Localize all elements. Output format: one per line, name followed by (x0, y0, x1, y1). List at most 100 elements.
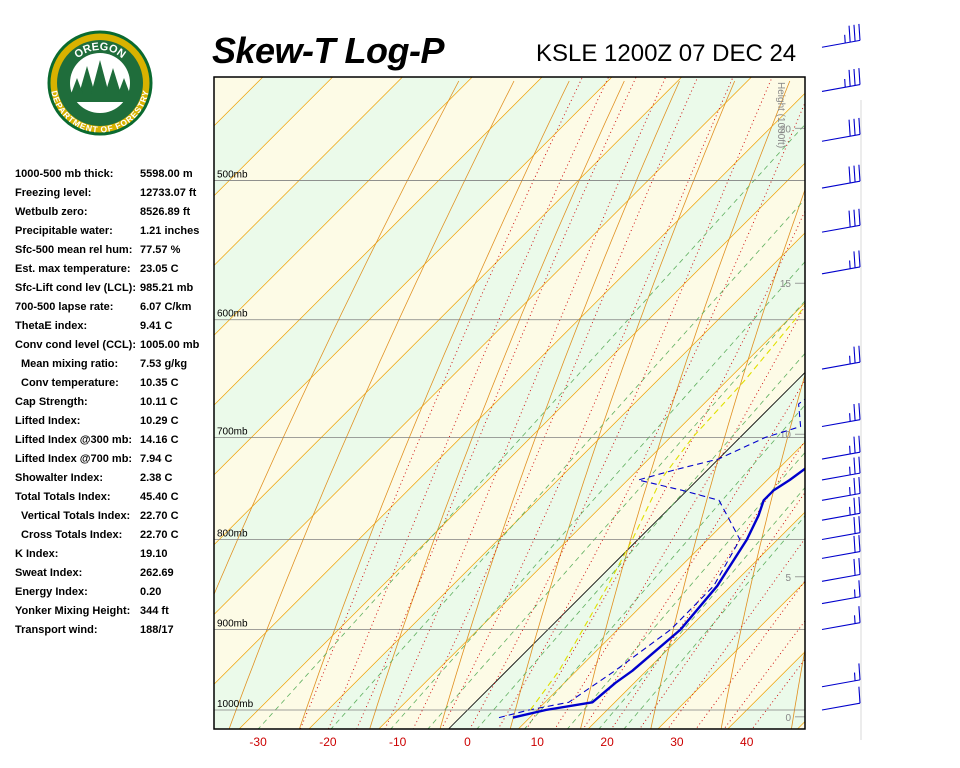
wind-barb (821, 403, 861, 428)
temperature-tick-label: 20 (600, 735, 614, 749)
temperature-profile (512, 467, 805, 719)
temperature-tick-label: 40 (740, 735, 754, 749)
wind-barb-flag (858, 435, 861, 453)
isotherm-band (214, 93, 805, 729)
wind-barb-half-flag (853, 615, 856, 624)
wind-barb-shaft (821, 224, 861, 233)
index-value: 7.94 C (140, 453, 173, 465)
index-label: Transport wind: (15, 624, 98, 636)
isotherm (587, 511, 805, 729)
wind-barb (821, 516, 861, 541)
wind-barb-half-flag (849, 260, 851, 269)
wind-barb (821, 496, 861, 521)
index-value: 7.53 g/kg (140, 358, 188, 370)
isobar-label: 600mb (217, 309, 248, 320)
wind-barb-flag (858, 456, 861, 474)
wind-barb-shaft (821, 266, 861, 275)
zero-isotherm (448, 371, 805, 729)
wind-barb-shaft (821, 419, 861, 428)
wind-barb-shaft (821, 492, 861, 501)
isotherm (518, 441, 805, 729)
mixing-ratio-line (523, 404, 805, 729)
isotherm (238, 162, 805, 729)
wind-barb (821, 580, 861, 605)
wind-barb-flag (858, 403, 861, 420)
wind-barb (821, 117, 861, 142)
wind-barb-flag (858, 476, 861, 494)
wind-barb-flag (853, 404, 856, 421)
chart-subtitle: KSLE 1200Z 07 DEC 24 (536, 40, 797, 67)
wind-barb (821, 345, 861, 370)
index-label: Freezing level: (15, 187, 92, 199)
index-label: 700-500 lapse rate: (15, 301, 114, 313)
wind-barb-flag (848, 210, 851, 228)
temperature-tick-label: 10 (531, 735, 545, 749)
wind-barb-flag (858, 208, 861, 226)
index-value: 2.38 C (140, 472, 173, 484)
index-value: 985.21 mb (140, 282, 194, 294)
index-value: 9.41 C (140, 320, 173, 332)
dry-adiabat (650, 188, 805, 729)
height-tick-label: 0 (785, 713, 791, 724)
index-value: 77.57 % (140, 244, 181, 256)
logo-text-top: OREGON (72, 41, 127, 61)
index-label: Lifted Index @700 mb: (15, 453, 133, 465)
wind-barb-shaft (821, 596, 861, 605)
height-axis-label: Height (1000ft) (775, 82, 786, 148)
dry-adiabat (509, 80, 736, 729)
temperature-axis: -30 -20 -10 0 10 20 30 40 (249, 735, 753, 749)
index-label: 1000-500 mb thick: (15, 168, 114, 180)
wind-barb-flag (858, 496, 861, 514)
oregon-department-of-forestry-logo: OREGON DEPARTMENT OF FORESTRY (47, 30, 153, 136)
index-label: Energy Index: (15, 586, 88, 598)
isotherm (214, 77, 613, 476)
dry-adiabat (214, 80, 460, 596)
wind-barb-shaft (821, 451, 861, 460)
index-value: 10.35 C (140, 377, 179, 389)
temperature-tick-label: -20 (319, 735, 337, 749)
index-value: 1.21 inches (140, 225, 200, 237)
temperature-tick-label: 0 (464, 735, 471, 749)
moist-adiabat (299, 77, 584, 729)
isotherm (0, 77, 54, 729)
wind-barb-flag (858, 68, 861, 85)
wind-barb-half-flag (849, 486, 851, 496)
wind-barb (821, 686, 861, 711)
index-label: Precipitable water: (15, 225, 113, 237)
index-label: Vertical Totals Index: (21, 510, 131, 522)
tree-icon (71, 60, 130, 102)
wind-barb-shaft (821, 702, 861, 711)
dry-adiabat (720, 373, 805, 729)
isobar-label: 800mb (217, 529, 248, 540)
moist-adiabat (441, 77, 734, 729)
index-label: Sfc-Lift cond lev (LCL): (15, 282, 136, 294)
wind-barb-shaft (821, 472, 861, 481)
wind-barb (821, 456, 861, 481)
wind-barb-flag (858, 345, 861, 363)
wind-barb-half-flag (849, 413, 851, 422)
temperature-tick-label: -30 (249, 735, 267, 749)
wind-barb-half-flag (849, 466, 851, 475)
plot-border (213, 76, 806, 730)
moist-adiabat (554, 304, 805, 729)
wind-barb-shaft (821, 532, 861, 541)
index-label: Conv cond level (CCL): (15, 339, 137, 351)
index-label: Showalter Index: (15, 472, 104, 484)
index-label: Cap Strength: (15, 396, 88, 408)
wind-barb (821, 557, 861, 582)
isotherm (214, 77, 752, 615)
mixing-ratio-line (476, 352, 805, 729)
isotherm-band (0, 77, 193, 729)
isotherm (214, 77, 333, 197)
isobar-label: 1000mb (217, 699, 254, 710)
index-label: Yonker Mixing Height: (15, 605, 131, 617)
isotherm (797, 721, 805, 729)
wind-barb-flag (858, 117, 861, 135)
wind-barb-half-flag (844, 78, 846, 88)
wind-barb-flag (858, 164, 861, 182)
moist-adiabat (526, 209, 805, 729)
dry-adiabat (369, 80, 625, 729)
wind-barb (821, 250, 861, 275)
dry-adiabat (228, 80, 515, 729)
mixing-ratio-lines (257, 123, 805, 729)
